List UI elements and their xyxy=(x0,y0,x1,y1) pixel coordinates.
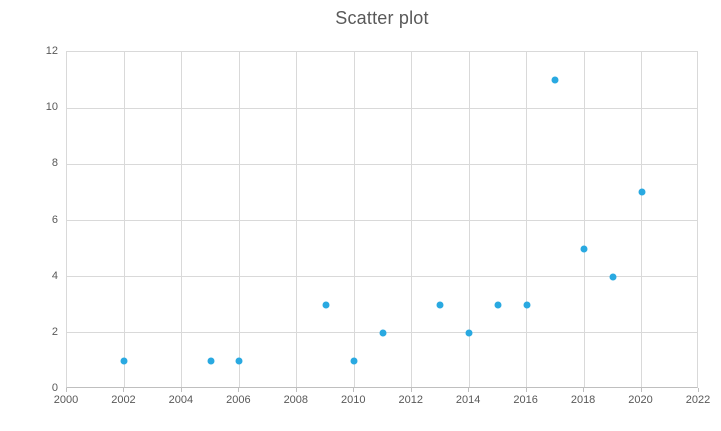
x-axis-tick-label: 2022 xyxy=(685,394,711,406)
scatter-data-point xyxy=(350,357,358,365)
scatter-data-point xyxy=(523,301,531,309)
vertical-gridline xyxy=(411,52,413,387)
scatter-data-point xyxy=(638,188,646,196)
x-axis-tick-label: 2020 xyxy=(628,394,653,406)
x-axis-tick xyxy=(238,388,240,392)
vertical-gridline xyxy=(353,52,355,387)
y-axis-tick-label: 4 xyxy=(51,269,58,282)
y-axis-tick-label: 10 xyxy=(45,101,58,114)
x-axis-tick xyxy=(640,388,642,392)
x-axis-tick xyxy=(295,388,297,392)
vertical-gridline xyxy=(641,52,643,387)
vertical-gridline xyxy=(296,52,298,387)
x-axis-tick xyxy=(525,388,527,392)
scatter-data-point xyxy=(207,357,215,365)
x-axis-tick xyxy=(698,388,699,392)
horizontal-gridline xyxy=(67,276,697,278)
scatter-data-point xyxy=(465,329,473,337)
chart-title: Scatter plot xyxy=(335,8,429,28)
vertical-gridline xyxy=(468,52,470,387)
scatter-data-point xyxy=(609,273,617,281)
x-axis-tick xyxy=(468,388,470,392)
scatter-data-point xyxy=(494,301,502,309)
x-axis-tick-label: 2008 xyxy=(283,394,309,406)
x-axis-tick-label: 2000 xyxy=(53,394,79,406)
vertical-gridline xyxy=(238,52,240,387)
horizontal-gridline xyxy=(67,163,697,165)
y-axis-tick-label: 12 xyxy=(45,45,58,57)
scatter-data-point xyxy=(322,301,330,309)
vertical-gridline xyxy=(181,52,183,387)
x-axis-tick-label: 2014 xyxy=(455,394,481,406)
y-axis-tick-label: 0 xyxy=(51,382,58,394)
y-axis-tick-label: 8 xyxy=(51,157,58,170)
vertical-gridline xyxy=(526,52,528,387)
scatter-data-point xyxy=(551,76,559,84)
x-axis-tick xyxy=(66,388,67,392)
scatter-data-point xyxy=(379,329,387,337)
x-axis-tick xyxy=(123,388,125,392)
vertical-gridline xyxy=(123,52,125,387)
y-axis-tick-label: 6 xyxy=(51,213,58,226)
x-axis-tick xyxy=(410,388,412,392)
x-axis-tick-label: 2012 xyxy=(398,394,423,406)
x-axis-tick-label: 2006 xyxy=(226,394,251,406)
x-axis-tick-label: 2004 xyxy=(168,394,194,406)
scatter-data-point xyxy=(120,357,128,365)
x-axis-tick-label: 2018 xyxy=(570,394,596,406)
scatter-data-point xyxy=(580,245,588,253)
x-axis-tick-label: 2016 xyxy=(513,394,538,406)
horizontal-gridline xyxy=(67,107,697,109)
horizontal-gridline xyxy=(67,220,697,221)
y-axis-tick-label: 2 xyxy=(51,325,58,338)
x-axis-tick xyxy=(180,388,182,392)
x-axis-tick xyxy=(583,388,585,392)
scatter-data-point xyxy=(436,301,444,309)
x-axis-tick xyxy=(353,388,355,392)
scatter-data-point xyxy=(235,357,243,365)
plot-area xyxy=(66,51,698,388)
x-axis-tick-label: 2010 xyxy=(341,394,366,406)
x-axis-tick-label: 2002 xyxy=(111,394,136,406)
vertical-gridline xyxy=(583,52,585,387)
